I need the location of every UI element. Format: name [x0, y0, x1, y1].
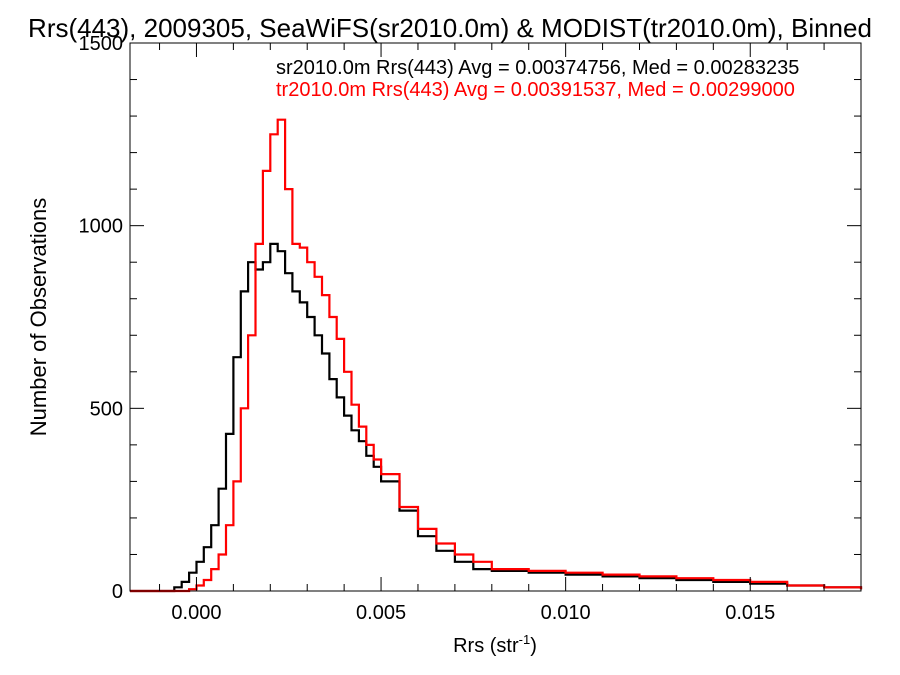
series-line-1 [130, 118, 863, 593]
series-layer [130, 118, 863, 593]
x-tick-label: 0.005 [356, 602, 406, 624]
series-line-0 [130, 242, 863, 593]
x-axis-label-main: Rrs (str [453, 635, 519, 657]
plot-frame [129, 42, 862, 592]
x-axis-label-close: ) [530, 635, 537, 657]
y-tick-label: 500 [90, 398, 123, 420]
x-tick-label: 0.000 [171, 602, 221, 624]
y-tick-label: 1500 [79, 33, 124, 55]
axis-layer: 0.000 0.005 0.010 0.015 0 500 1000 1500 [79, 33, 861, 624]
x-tick-label: 0.015 [725, 602, 775, 624]
y-tick-label: 1000 [79, 216, 124, 238]
y-axis-label: Number of Observations [26, 198, 51, 436]
x-axis-label-superscript: -1 [519, 632, 531, 647]
y-tick-label: 0 [112, 581, 123, 603]
annotation-black: sr2010.0m Rrs(443) Avg = 0.00374756, Med… [276, 57, 799, 79]
x-tick-label: 0.010 [541, 602, 591, 624]
annotation-red: tr2010.0m Rrs(443) Avg = 0.00391537, Med… [276, 79, 795, 101]
chart-title: Rrs(443), 2009305, SeaWiFS(sr2010.0m) & … [28, 13, 872, 43]
x-axis-label: Rrs (str-1) [453, 632, 537, 657]
